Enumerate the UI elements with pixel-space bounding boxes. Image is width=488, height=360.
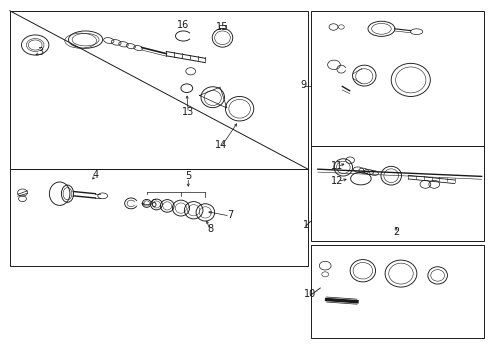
Text: 13: 13	[182, 107, 194, 117]
Text: 9: 9	[300, 80, 306, 90]
Bar	[10, 169, 307, 266]
Text: 5: 5	[185, 171, 191, 181]
Text: 8: 8	[207, 224, 213, 234]
Text: 1: 1	[302, 220, 308, 230]
Bar	[310, 11, 483, 146]
Text: 7: 7	[226, 210, 232, 220]
Bar	[10, 11, 307, 169]
Text: 10: 10	[304, 289, 316, 299]
Text: 16: 16	[177, 20, 189, 30]
Text: 6: 6	[150, 199, 156, 209]
Bar	[310, 146, 483, 241]
Text: 14: 14	[214, 140, 227, 150]
Text: 3: 3	[37, 47, 43, 57]
Text: 15: 15	[216, 22, 228, 32]
Text: 11: 11	[330, 161, 343, 171]
Text: 12: 12	[330, 176, 343, 186]
Bar	[310, 245, 483, 338]
Text: 4: 4	[92, 170, 98, 180]
Text: 2: 2	[392, 227, 398, 237]
